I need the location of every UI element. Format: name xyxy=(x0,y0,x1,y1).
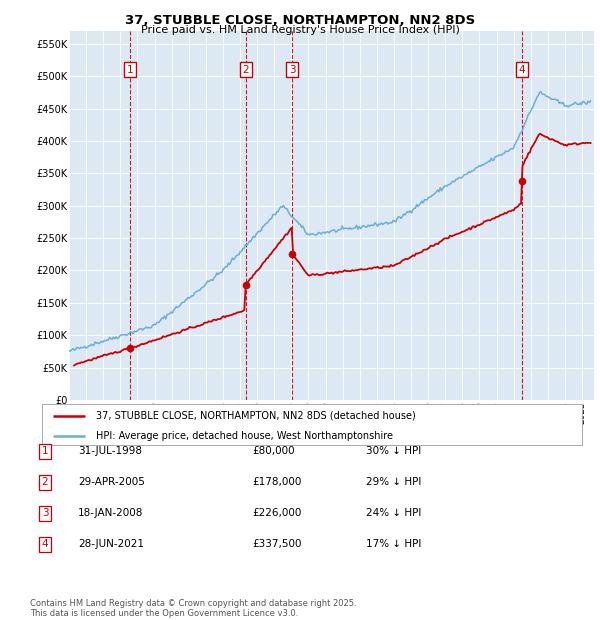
Text: 17% ↓ HPI: 17% ↓ HPI xyxy=(366,539,421,549)
Text: £80,000: £80,000 xyxy=(252,446,295,456)
Text: 29-APR-2005: 29-APR-2005 xyxy=(78,477,145,487)
Text: £226,000: £226,000 xyxy=(252,508,301,518)
Text: 2: 2 xyxy=(242,65,249,75)
Text: 28-JUN-2021: 28-JUN-2021 xyxy=(78,539,144,549)
Text: 31-JUL-1998: 31-JUL-1998 xyxy=(78,446,142,456)
Text: 30% ↓ HPI: 30% ↓ HPI xyxy=(366,446,421,456)
Text: 1: 1 xyxy=(127,65,134,75)
Text: 1: 1 xyxy=(41,446,49,456)
Text: Contains HM Land Registry data © Crown copyright and database right 2025.
This d: Contains HM Land Registry data © Crown c… xyxy=(30,599,356,618)
Text: 18-JAN-2008: 18-JAN-2008 xyxy=(78,508,143,518)
Text: 29% ↓ HPI: 29% ↓ HPI xyxy=(366,477,421,487)
Text: 24% ↓ HPI: 24% ↓ HPI xyxy=(366,508,421,518)
Text: 3: 3 xyxy=(289,65,295,75)
Text: 4: 4 xyxy=(519,65,526,75)
Text: £178,000: £178,000 xyxy=(252,477,301,487)
Text: £337,500: £337,500 xyxy=(252,539,302,549)
Text: 3: 3 xyxy=(41,508,49,518)
Text: 4: 4 xyxy=(41,539,49,549)
Text: 37, STUBBLE CLOSE, NORTHAMPTON, NN2 8DS (detached house): 37, STUBBLE CLOSE, NORTHAMPTON, NN2 8DS … xyxy=(96,410,416,420)
Text: 37, STUBBLE CLOSE, NORTHAMPTON, NN2 8DS: 37, STUBBLE CLOSE, NORTHAMPTON, NN2 8DS xyxy=(125,14,475,27)
Text: HPI: Average price, detached house, West Northamptonshire: HPI: Average price, detached house, West… xyxy=(96,431,393,441)
Text: Price paid vs. HM Land Registry's House Price Index (HPI): Price paid vs. HM Land Registry's House … xyxy=(140,25,460,35)
Text: 2: 2 xyxy=(41,477,49,487)
